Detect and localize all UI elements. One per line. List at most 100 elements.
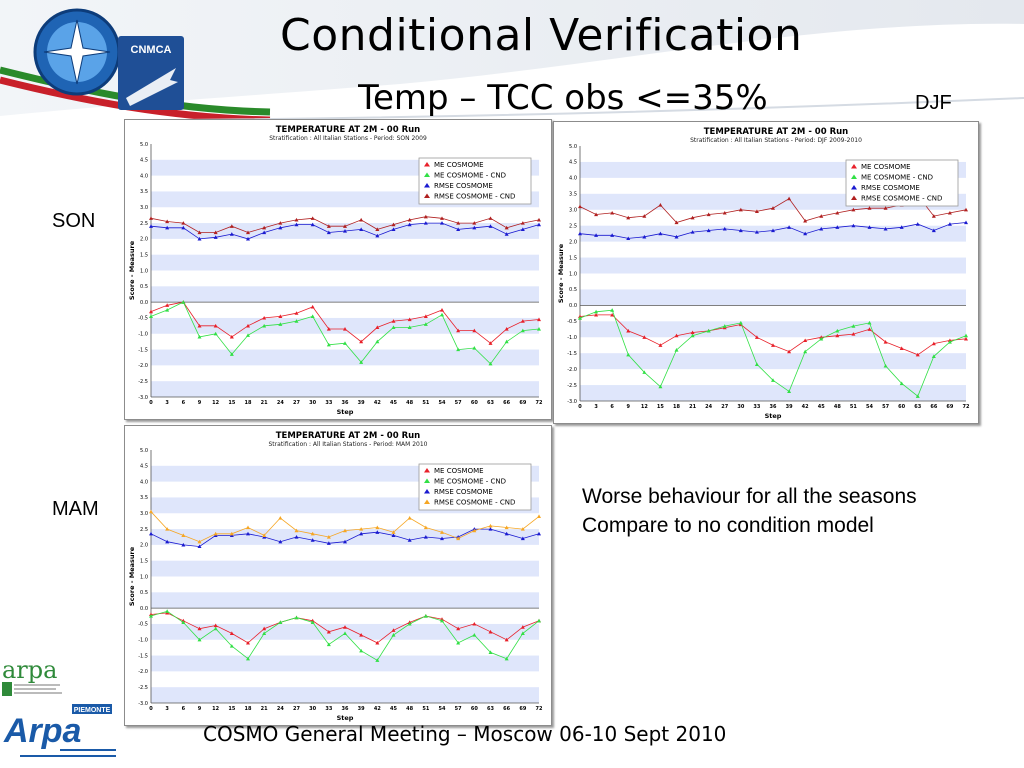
data-point bbox=[375, 339, 380, 344]
data-point bbox=[229, 531, 234, 536]
data-point bbox=[771, 228, 775, 233]
x-tick-label: 12 bbox=[212, 706, 219, 712]
data-point bbox=[504, 339, 509, 344]
x-tick-label: 3 bbox=[165, 706, 169, 712]
x-tick-label: 54 bbox=[439, 400, 446, 406]
data-point bbox=[229, 334, 234, 339]
data-point bbox=[947, 222, 952, 226]
x-tick-label: 69 bbox=[946, 404, 953, 410]
data-point bbox=[165, 539, 170, 544]
x-tick-label: 63 bbox=[487, 400, 494, 406]
data-point bbox=[626, 352, 631, 357]
data-point bbox=[197, 626, 202, 631]
data-point bbox=[375, 325, 380, 330]
data-point bbox=[407, 317, 412, 322]
arpa-piemonte-logo-text: Arpa bbox=[3, 712, 81, 750]
data-point bbox=[578, 231, 582, 236]
y-tick-label: -0.5 bbox=[567, 319, 577, 325]
x-tick-label: 12 bbox=[641, 404, 648, 410]
grid-band bbox=[151, 592, 539, 609]
x-tick-label: 51 bbox=[422, 706, 429, 712]
data-point bbox=[326, 327, 331, 331]
meteo-service-logo: CNMCA bbox=[33, 8, 184, 110]
data-point bbox=[883, 226, 888, 231]
data-point bbox=[537, 327, 541, 331]
grid-band bbox=[151, 254, 539, 271]
y-tick-label: 2.5 bbox=[569, 223, 577, 229]
data-point bbox=[947, 340, 952, 344]
data-point bbox=[262, 323, 267, 328]
y-tick-label: 0.0 bbox=[140, 300, 148, 306]
data-point bbox=[931, 341, 936, 346]
data-point bbox=[149, 509, 153, 514]
data-point bbox=[964, 207, 968, 212]
y-tick-label: 1.5 bbox=[569, 255, 577, 261]
data-point bbox=[578, 316, 582, 320]
data-point bbox=[456, 227, 461, 231]
y-tick-label: -1.0 bbox=[567, 335, 577, 341]
data-point bbox=[883, 206, 888, 210]
data-point bbox=[658, 384, 663, 389]
x-tick-label: 48 bbox=[406, 400, 413, 406]
data-point bbox=[197, 334, 202, 339]
data-point bbox=[504, 225, 509, 230]
data-point bbox=[391, 319, 396, 323]
y-tick-label: 0.5 bbox=[140, 590, 148, 596]
x-tick-label: 54 bbox=[439, 706, 446, 712]
data-point bbox=[326, 642, 331, 647]
compass-rose-icon bbox=[43, 19, 111, 85]
data-point bbox=[310, 304, 315, 309]
data-point bbox=[674, 333, 679, 338]
data-point bbox=[488, 629, 493, 634]
data-point bbox=[537, 514, 541, 519]
data-point bbox=[472, 225, 477, 230]
data-point bbox=[626, 215, 631, 220]
grid-band bbox=[151, 286, 539, 303]
data-point bbox=[359, 227, 364, 231]
y-tick-label: -0.5 bbox=[138, 316, 148, 322]
data-point bbox=[722, 226, 727, 231]
slide-footer: COSMO General Meeting – Moscow 06-10 Sep… bbox=[203, 722, 727, 746]
legend-marker bbox=[851, 174, 857, 179]
y-tick-label: -3.0 bbox=[138, 701, 148, 707]
data-point bbox=[867, 225, 872, 229]
grid-band bbox=[580, 385, 966, 401]
y-tick-label: -2.5 bbox=[138, 685, 148, 691]
data-point bbox=[359, 633, 364, 637]
arpa-logo-text: arpa bbox=[2, 656, 57, 684]
grid-band bbox=[151, 560, 539, 577]
data-point bbox=[851, 332, 856, 336]
x-tick-label: 0 bbox=[149, 706, 153, 712]
data-point bbox=[165, 225, 170, 230]
data-point bbox=[423, 614, 428, 618]
y-tick-label: -0.5 bbox=[138, 622, 148, 628]
data-point bbox=[326, 342, 331, 347]
y-tick-label: 2.5 bbox=[140, 527, 148, 533]
data-point bbox=[537, 618, 541, 623]
data-point bbox=[835, 225, 840, 229]
x-tick-label: 21 bbox=[261, 400, 268, 406]
x-tick-label: 57 bbox=[882, 404, 889, 410]
data-point bbox=[626, 236, 631, 241]
x-tick-label: 6 bbox=[182, 400, 186, 406]
x-tick-label: 18 bbox=[245, 706, 252, 712]
grid-band bbox=[580, 321, 966, 338]
data-point bbox=[472, 328, 477, 333]
x-tick-label: 0 bbox=[578, 404, 582, 410]
data-point bbox=[658, 231, 663, 236]
y-tick-label: -1.5 bbox=[567, 351, 577, 357]
data-point bbox=[359, 648, 364, 653]
data-point bbox=[706, 212, 711, 217]
data-point bbox=[294, 534, 299, 539]
y-tick-label: -1.5 bbox=[138, 653, 148, 659]
x-tick-label: 6 bbox=[182, 706, 186, 712]
x-tick-label: 63 bbox=[914, 404, 921, 410]
chart-djf-svg: TEMPERATURE AT 2M - 00 RunStratification… bbox=[557, 127, 970, 420]
legend-marker bbox=[424, 172, 430, 177]
x-tick-label: 0 bbox=[149, 400, 153, 406]
data-point bbox=[423, 322, 428, 326]
data-point bbox=[294, 615, 299, 620]
data-point bbox=[310, 314, 315, 318]
data-point bbox=[246, 525, 250, 530]
legend-entry: RMSE COSMOME bbox=[434, 182, 493, 190]
